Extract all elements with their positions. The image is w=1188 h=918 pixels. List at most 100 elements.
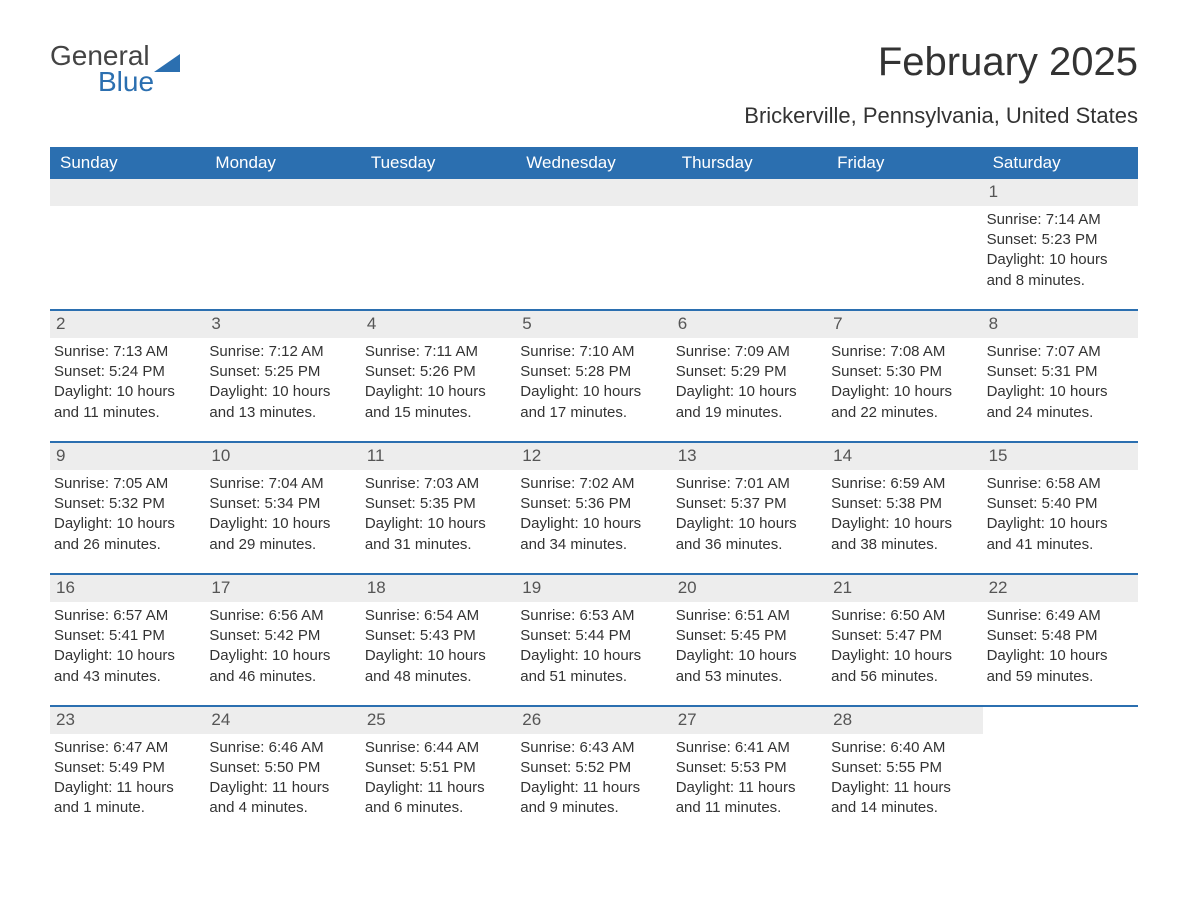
day-number: 9 — [50, 443, 205, 470]
day-number: 25 — [361, 707, 516, 734]
sunset-line: Sunset: 5:44 PM — [520, 626, 667, 646]
daylight-line: Daylight: 10 hours — [209, 646, 356, 666]
sunset-line: Sunset: 5:48 PM — [987, 626, 1134, 646]
daylight-line: Daylight: 10 hours — [987, 250, 1134, 270]
calendar-empty — [983, 707, 1138, 837]
sunrise-line: Sunrise: 7:08 AM — [831, 342, 978, 362]
daylight-line: and 46 minutes. — [209, 667, 356, 687]
day-number: 6 — [672, 311, 827, 338]
calendar-day: 25Sunrise: 6:44 AMSunset: 5:51 PMDayligh… — [361, 707, 516, 837]
daylight-line: Daylight: 10 hours — [365, 514, 512, 534]
day-body: Sunrise: 6:58 AMSunset: 5:40 PMDaylight:… — [983, 470, 1138, 573]
daylight-line: Daylight: 11 hours — [520, 778, 667, 798]
day-body: Sunrise: 6:54 AMSunset: 5:43 PMDaylight:… — [361, 602, 516, 705]
sunset-line: Sunset: 5:43 PM — [365, 626, 512, 646]
sunrise-line: Sunrise: 6:41 AM — [676, 738, 823, 758]
sunrise-line: Sunrise: 6:59 AM — [831, 474, 978, 494]
daylight-line: and 36 minutes. — [676, 535, 823, 555]
sunrise-line: Sunrise: 6:46 AM — [209, 738, 356, 758]
sunrise-line: Sunrise: 7:10 AM — [520, 342, 667, 362]
daylight-line: and 13 minutes. — [209, 403, 356, 423]
weekday-header: Saturday — [983, 147, 1138, 179]
daylight-line: and 11 minutes. — [54, 403, 201, 423]
sunrise-line: Sunrise: 7:05 AM — [54, 474, 201, 494]
sunset-line: Sunset: 5:55 PM — [831, 758, 978, 778]
logo: General Blue — [50, 40, 180, 98]
calendar-day: 17Sunrise: 6:56 AMSunset: 5:42 PMDayligh… — [205, 575, 360, 705]
sunset-line: Sunset: 5:32 PM — [54, 494, 201, 514]
day-body: Sunrise: 6:50 AMSunset: 5:47 PMDaylight:… — [827, 602, 982, 705]
sunset-line: Sunset: 5:51 PM — [365, 758, 512, 778]
sunset-line: Sunset: 5:29 PM — [676, 362, 823, 382]
sunrise-line: Sunrise: 7:07 AM — [987, 342, 1134, 362]
daylight-line: and 34 minutes. — [520, 535, 667, 555]
calendar-day: 28Sunrise: 6:40 AMSunset: 5:55 PMDayligh… — [827, 707, 982, 837]
daylight-line: Daylight: 10 hours — [831, 646, 978, 666]
sunrise-line: Sunrise: 6:54 AM — [365, 606, 512, 626]
day-body: Sunrise: 7:02 AMSunset: 5:36 PMDaylight:… — [516, 470, 671, 573]
daylight-line: and 19 minutes. — [676, 403, 823, 423]
day-number: 20 — [672, 575, 827, 602]
day-body: Sunrise: 7:09 AMSunset: 5:29 PMDaylight:… — [672, 338, 827, 441]
day-number: 5 — [516, 311, 671, 338]
sunset-line: Sunset: 5:24 PM — [54, 362, 201, 382]
day-number: 21 — [827, 575, 982, 602]
day-number: 23 — [50, 707, 205, 734]
day-number: 10 — [205, 443, 360, 470]
calendar-week: 23Sunrise: 6:47 AMSunset: 5:49 PMDayligh… — [50, 705, 1138, 837]
daylight-line: and 6 minutes. — [365, 798, 512, 818]
empty-strip — [361, 179, 516, 206]
calendar-empty — [672, 179, 827, 309]
day-number: 12 — [516, 443, 671, 470]
daylight-line: and 31 minutes. — [365, 535, 512, 555]
calendar-week: 2Sunrise: 7:13 AMSunset: 5:24 PMDaylight… — [50, 309, 1138, 441]
daylight-line: Daylight: 10 hours — [987, 646, 1134, 666]
daylight-line: and 8 minutes. — [987, 271, 1134, 291]
calendar-day: 21Sunrise: 6:50 AMSunset: 5:47 PMDayligh… — [827, 575, 982, 705]
day-body: Sunrise: 7:08 AMSunset: 5:30 PMDaylight:… — [827, 338, 982, 441]
daylight-line: and 1 minute. — [54, 798, 201, 818]
day-body: Sunrise: 7:10 AMSunset: 5:28 PMDaylight:… — [516, 338, 671, 441]
day-number: 7 — [827, 311, 982, 338]
empty-strip — [50, 179, 205, 206]
day-number: 1 — [983, 179, 1138, 206]
daylight-line: Daylight: 10 hours — [676, 382, 823, 402]
location: Brickerville, Pennsylvania, United State… — [744, 103, 1138, 129]
day-number: 19 — [516, 575, 671, 602]
empty-strip — [516, 179, 671, 206]
sunrise-line: Sunrise: 6:44 AM — [365, 738, 512, 758]
calendar-day: 1Sunrise: 7:14 AMSunset: 5:23 PMDaylight… — [983, 179, 1138, 309]
calendar-day: 4Sunrise: 7:11 AMSunset: 5:26 PMDaylight… — [361, 311, 516, 441]
sunrise-line: Sunrise: 6:53 AM — [520, 606, 667, 626]
sunset-line: Sunset: 5:52 PM — [520, 758, 667, 778]
sunset-line: Sunset: 5:41 PM — [54, 626, 201, 646]
calendar-day: 16Sunrise: 6:57 AMSunset: 5:41 PMDayligh… — [50, 575, 205, 705]
daylight-line: and 53 minutes. — [676, 667, 823, 687]
daylight-line: and 29 minutes. — [209, 535, 356, 555]
day-number: 3 — [205, 311, 360, 338]
daylight-line: Daylight: 10 hours — [987, 514, 1134, 534]
month-title: February 2025 — [744, 40, 1138, 85]
calendar-day: 19Sunrise: 6:53 AMSunset: 5:44 PMDayligh… — [516, 575, 671, 705]
daylight-line: and 48 minutes. — [365, 667, 512, 687]
daylight-line: Daylight: 10 hours — [54, 514, 201, 534]
daylight-line: and 26 minutes. — [54, 535, 201, 555]
calendar-day: 11Sunrise: 7:03 AMSunset: 5:35 PMDayligh… — [361, 443, 516, 573]
sunrise-line: Sunrise: 7:09 AM — [676, 342, 823, 362]
sunset-line: Sunset: 5:40 PM — [987, 494, 1134, 514]
sunrise-line: Sunrise: 7:14 AM — [987, 210, 1134, 230]
sunrise-line: Sunrise: 6:40 AM — [831, 738, 978, 758]
day-number: 4 — [361, 311, 516, 338]
sunrise-line: Sunrise: 7:03 AM — [365, 474, 512, 494]
sunset-line: Sunset: 5:36 PM — [520, 494, 667, 514]
daylight-line: and 51 minutes. — [520, 667, 667, 687]
daylight-line: and 9 minutes. — [520, 798, 667, 818]
calendar-day: 26Sunrise: 6:43 AMSunset: 5:52 PMDayligh… — [516, 707, 671, 837]
day-number: 14 — [827, 443, 982, 470]
day-body: Sunrise: 6:44 AMSunset: 5:51 PMDaylight:… — [361, 734, 516, 837]
sunset-line: Sunset: 5:53 PM — [676, 758, 823, 778]
sunset-line: Sunset: 5:42 PM — [209, 626, 356, 646]
weekday-header: Wednesday — [516, 147, 671, 179]
daylight-line: and 24 minutes. — [987, 403, 1134, 423]
daylight-line: Daylight: 10 hours — [676, 646, 823, 666]
